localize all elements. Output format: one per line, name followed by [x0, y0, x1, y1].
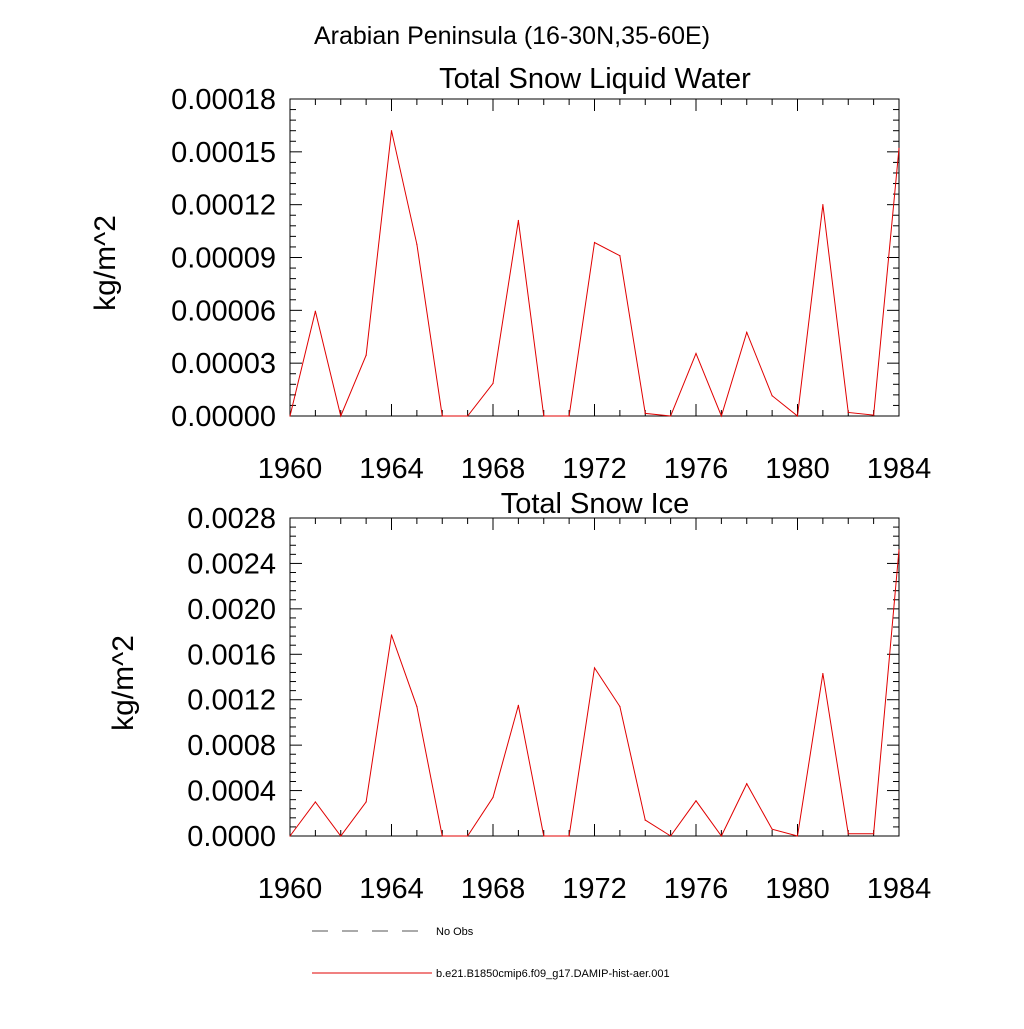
legend-label: b.e21.B1850cmip6.f09_g17.DAMIP-hist-aer.…: [436, 968, 670, 980]
x-tick-label: 1980: [765, 873, 830, 905]
chart-title: Total Snow Ice: [501, 488, 690, 520]
legend-item-no-obs: No Obs: [312, 926, 474, 938]
y-tick-label: 0.00012: [171, 190, 276, 222]
data-point: [771, 828, 773, 830]
data-point: [416, 243, 418, 245]
y-tick-label: 0.0016: [187, 639, 276, 671]
data-point: [568, 415, 570, 417]
data-point: [517, 704, 519, 706]
data-point: [847, 411, 849, 414]
plot-frame: [289, 98, 900, 417]
y-tick-label: 0.00018: [171, 84, 276, 116]
data-point: [289, 835, 291, 837]
y-tick-label: 0.0008: [187, 730, 276, 762]
data-point: [467, 835, 469, 837]
data-point: [390, 130, 393, 132]
y-tick-label: 0.0020: [187, 594, 276, 626]
x-tick-label: 1972: [562, 873, 627, 905]
data-point: [873, 414, 875, 416]
series-line: [289, 549, 900, 837]
data-point: [543, 835, 545, 837]
data-point: [441, 835, 443, 837]
data-point: [847, 833, 849, 835]
data-point: [720, 415, 722, 417]
data-point: [746, 331, 748, 333]
data-point: [314, 801, 316, 803]
y-tick-label: 0.0000: [187, 821, 276, 853]
region-title: Arabian Peninsula (16-30N,35-60E): [314, 22, 710, 50]
data-point: [873, 833, 875, 835]
data-point: [695, 352, 697, 355]
data-point: [771, 395, 773, 397]
data-point: [822, 672, 824, 675]
data-point: [517, 219, 519, 222]
legend-label: No Obs: [436, 926, 474, 938]
data-point: [822, 204, 824, 206]
y-tick-label: 0.00000: [171, 401, 276, 433]
data-point: [593, 667, 596, 669]
x-tick-label: 1960: [258, 453, 323, 485]
y-axis-label: kg/m^2: [107, 635, 140, 731]
y-tick-label: 0.00015: [171, 137, 276, 169]
data-point: [289, 415, 291, 417]
data-point: [390, 634, 393, 636]
data-point: [365, 354, 367, 356]
data-point: [796, 415, 799, 417]
data-point: [593, 241, 596, 244]
chart-snow-liquid-water: Total Snow Liquid Water kg/m^2 1960 1964 1…: [89, 63, 931, 485]
legend: No Obs b.e21.B1850cmip6.f09_g17.DAMIP-hi…: [312, 926, 670, 980]
y-tick-label: 0.0004: [187, 776, 276, 808]
data-point: [314, 310, 316, 312]
data-point: [340, 415, 342, 417]
data-point: [340, 835, 342, 837]
x-tick-label: 1968: [461, 453, 526, 485]
x-tick-label: 1980: [765, 453, 830, 485]
data-point: [898, 147, 900, 149]
y-tick-label: 0.0028: [187, 503, 276, 535]
data-point: [441, 415, 443, 417]
data-point: [568, 835, 570, 837]
data-point: [416, 705, 418, 708]
data-point: [670, 835, 672, 837]
series-line: [289, 130, 900, 418]
x-tick-label: 1964: [359, 453, 424, 485]
chart-title: Total Snow Liquid Water: [439, 63, 751, 95]
y-axis-label: kg/m^2: [89, 215, 122, 311]
data-point: [720, 835, 722, 837]
data-point: [695, 800, 697, 802]
data-point: [492, 796, 494, 798]
data-point: [619, 705, 621, 708]
x-tick-label: 1964: [359, 873, 424, 905]
x-tick-label: 1984: [867, 453, 932, 485]
data-point: [467, 415, 469, 417]
y-tick-label: 0.00009: [171, 243, 276, 275]
data-point: [619, 255, 621, 257]
data-point: [746, 783, 748, 785]
data-point: [644, 819, 646, 821]
x-tick-label: 1972: [562, 453, 627, 485]
data-point: [543, 415, 545, 417]
x-tick-label: 1976: [664, 453, 729, 485]
data-point: [796, 835, 799, 837]
data-point: [365, 801, 367, 803]
plot-area: 1960 1964 1968 1972 1976 1980 1984 0.00000 0.000…: [171, 84, 931, 485]
plot-frame: [289, 517, 900, 837]
data-point: [644, 412, 646, 414]
chart-snow-ice: Total Snow Ice kg/m^2 1960 1964 1968 1972 19…: [107, 488, 931, 905]
data-point: [670, 415, 672, 417]
plot-area: 1960 1964 1968 1972 1976 1980 1984 0.0000 0.0004…: [187, 503, 931, 905]
x-tick-label: 1968: [461, 873, 526, 905]
x-tick-label: 1984: [867, 873, 932, 905]
data-point: [492, 382, 494, 385]
y-tick-label: 0.00003: [171, 348, 276, 380]
data-point: [898, 549, 900, 551]
y-tick-label: 0.0024: [187, 548, 276, 580]
x-tick-label: 1976: [664, 873, 729, 905]
legend-item-model-run: b.e21.B1850cmip6.f09_g17.DAMIP-hist-aer.…: [312, 968, 670, 980]
x-tick-label: 1960: [258, 873, 323, 905]
y-tick-label: 0.00006: [171, 295, 276, 327]
y-tick-label: 0.0012: [187, 685, 276, 717]
